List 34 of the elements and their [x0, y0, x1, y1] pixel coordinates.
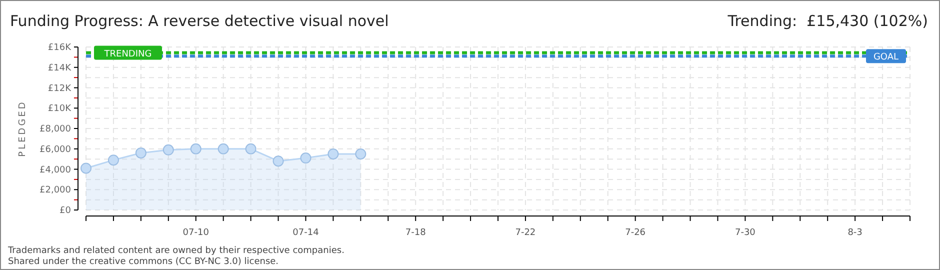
x-tick-label: 7-22: [515, 228, 536, 238]
chart-subtitle: Trending: £15,430 (102%): [726, 12, 928, 30]
point: [355, 148, 366, 160]
point: [162, 144, 174, 156]
x-tick-label: 07-14: [292, 228, 320, 238]
chart-title: Funding Progress: A reverse detective visual novel: [10, 12, 389, 30]
y-tick-label: £2,000: [40, 186, 72, 196]
text: Trademarks and related content are owned by their respective companies.: [7, 246, 344, 256]
ref-line-label: TRENDING: [103, 49, 152, 60]
point: [80, 162, 92, 174]
y-tick-label: £14K: [48, 63, 72, 74]
text: Shared under the creative commons (CC BY-NC 3.0) license.: [8, 257, 279, 267]
point: [300, 152, 312, 164]
point: [190, 143, 202, 154]
point: [272, 156, 284, 167]
y-tick-label: £8,000: [40, 124, 72, 134]
point: [245, 143, 256, 154]
point: [328, 148, 339, 160]
x-tick-label: 7-26: [625, 228, 646, 238]
y-tick-label: £10K: [48, 104, 72, 114]
point: [108, 154, 119, 166]
ref-line-label: GOAL: [873, 52, 899, 63]
x-tick-label: 7-30: [734, 228, 756, 238]
y-tick-label: £6,000: [40, 144, 72, 155]
point: [135, 147, 146, 158]
y-tick-label: £0: [60, 206, 72, 216]
x-tick-label: 7-18: [405, 228, 426, 238]
point: [218, 143, 229, 154]
x-tick-label: 07-10: [182, 228, 210, 238]
x-tick-label: 8-3: [848, 228, 862, 238]
y-tick-label: £16K: [48, 43, 72, 53]
y-tick-label: £4,000: [40, 165, 72, 176]
y-axis-title: PLEDGED: [18, 100, 28, 157]
y-tick-label: £12K: [48, 84, 72, 94]
